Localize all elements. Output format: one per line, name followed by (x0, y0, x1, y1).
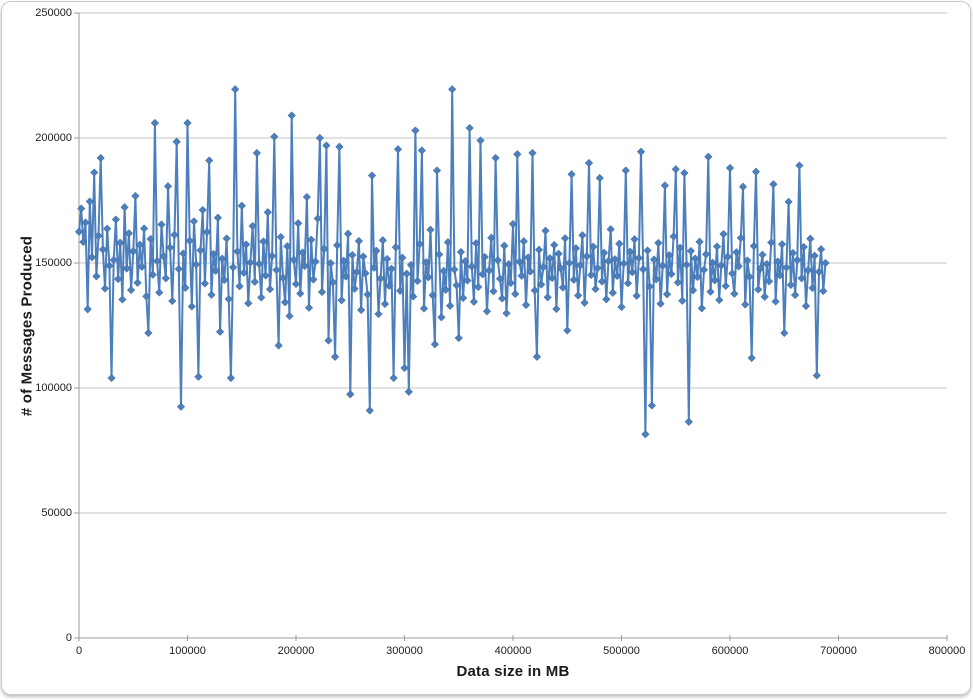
x-tick-label: 800000 (928, 645, 966, 657)
x-tick-label: 100000 (169, 645, 206, 657)
y-tick-label: 150000 (35, 257, 72, 269)
x-tick-label: 700000 (820, 645, 857, 657)
x-tick-label: 200000 (277, 645, 315, 657)
y-tick-label: 100000 (35, 382, 72, 394)
y-tick-label: 0 (65, 632, 72, 644)
x-axis-title: Data size in MB (456, 663, 570, 680)
y-tick-label: 50000 (41, 507, 72, 519)
x-tick-label: 300000 (386, 645, 423, 657)
y-tick-label: 200000 (35, 132, 72, 144)
x-tick-label: 0 (75, 645, 83, 657)
x-tick-label: 400000 (494, 645, 532, 657)
x-tick-label: 600000 (711, 645, 749, 657)
x-tick-label: 500000 (603, 645, 640, 657)
y-axis-title-text: # of Messages Produced (18, 235, 36, 417)
y-tick-label: 250000 (35, 7, 72, 19)
